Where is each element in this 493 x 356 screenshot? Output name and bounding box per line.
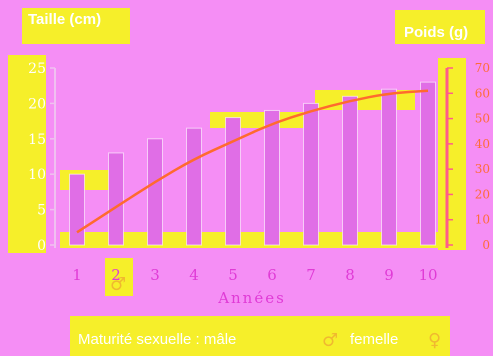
x-axis-title: Années xyxy=(217,289,286,307)
female-symbol: ♀ xyxy=(428,330,441,351)
y-tick-left-label: 10 xyxy=(28,167,46,183)
size-bar xyxy=(69,173,85,246)
bar-series xyxy=(69,81,436,246)
maturity-caption-female: femelle xyxy=(350,331,398,348)
size-bar xyxy=(108,152,124,246)
x-tick-label: 4 xyxy=(189,266,199,284)
x-tick-label: 1 xyxy=(72,266,82,284)
size-bar xyxy=(342,95,358,246)
y-tick-right-label: 50 xyxy=(475,112,490,126)
y-tick-right-label: 20 xyxy=(475,187,490,201)
x-tick-label: 6 xyxy=(267,266,277,284)
y-tick-left-label: 5 xyxy=(37,203,46,219)
size-bar xyxy=(420,81,436,246)
y-tick-right-label: 40 xyxy=(475,137,490,151)
maturity-male-marker: ♂ xyxy=(110,274,126,295)
y-tick-right-label: 60 xyxy=(475,86,490,100)
y-tick-left-label: 25 xyxy=(28,61,46,77)
x-tick-label: 5 xyxy=(228,266,238,284)
size-bar xyxy=(303,102,319,246)
size-bar xyxy=(186,127,202,246)
y-tick-left-label: 20 xyxy=(28,96,46,112)
y-tick-left-label: 0 xyxy=(37,238,46,254)
male-symbol: ♂ xyxy=(322,330,338,351)
size-bar xyxy=(264,109,280,246)
maturity-caption: Maturité sexuelle : mâle xyxy=(78,331,236,348)
size-bar xyxy=(147,138,163,246)
y-axis-title-left: Taille (cm) xyxy=(28,11,101,28)
y-ticks-right: 0 10 20 30 40 50 60 70 xyxy=(447,61,490,252)
x-tick-label: 10 xyxy=(418,266,437,284)
x-tick-label: 7 xyxy=(306,266,316,284)
x-tick-label: 8 xyxy=(345,266,355,284)
size-bar xyxy=(381,88,397,246)
x-tick-label: 3 xyxy=(150,266,160,284)
size-bar xyxy=(225,117,241,246)
y-tick-left-label: 15 xyxy=(28,132,46,148)
y-tick-right-label: 10 xyxy=(475,213,490,227)
x-ticks: 1 2 3 4 5 6 7 8 9 10 xyxy=(72,266,437,284)
x-tick-label: 2 xyxy=(111,266,121,284)
x-tick-label: 9 xyxy=(384,266,394,284)
weight-line xyxy=(76,89,429,234)
y-axis-title-right: Poids (g) xyxy=(404,24,468,41)
y-tick-right-label: 0 xyxy=(482,238,490,252)
y-ticks-left: 0 5 10 15 20 25 xyxy=(28,61,55,254)
y-tick-right-label: 30 xyxy=(475,162,490,176)
y-tick-right-label: 70 xyxy=(475,61,490,75)
